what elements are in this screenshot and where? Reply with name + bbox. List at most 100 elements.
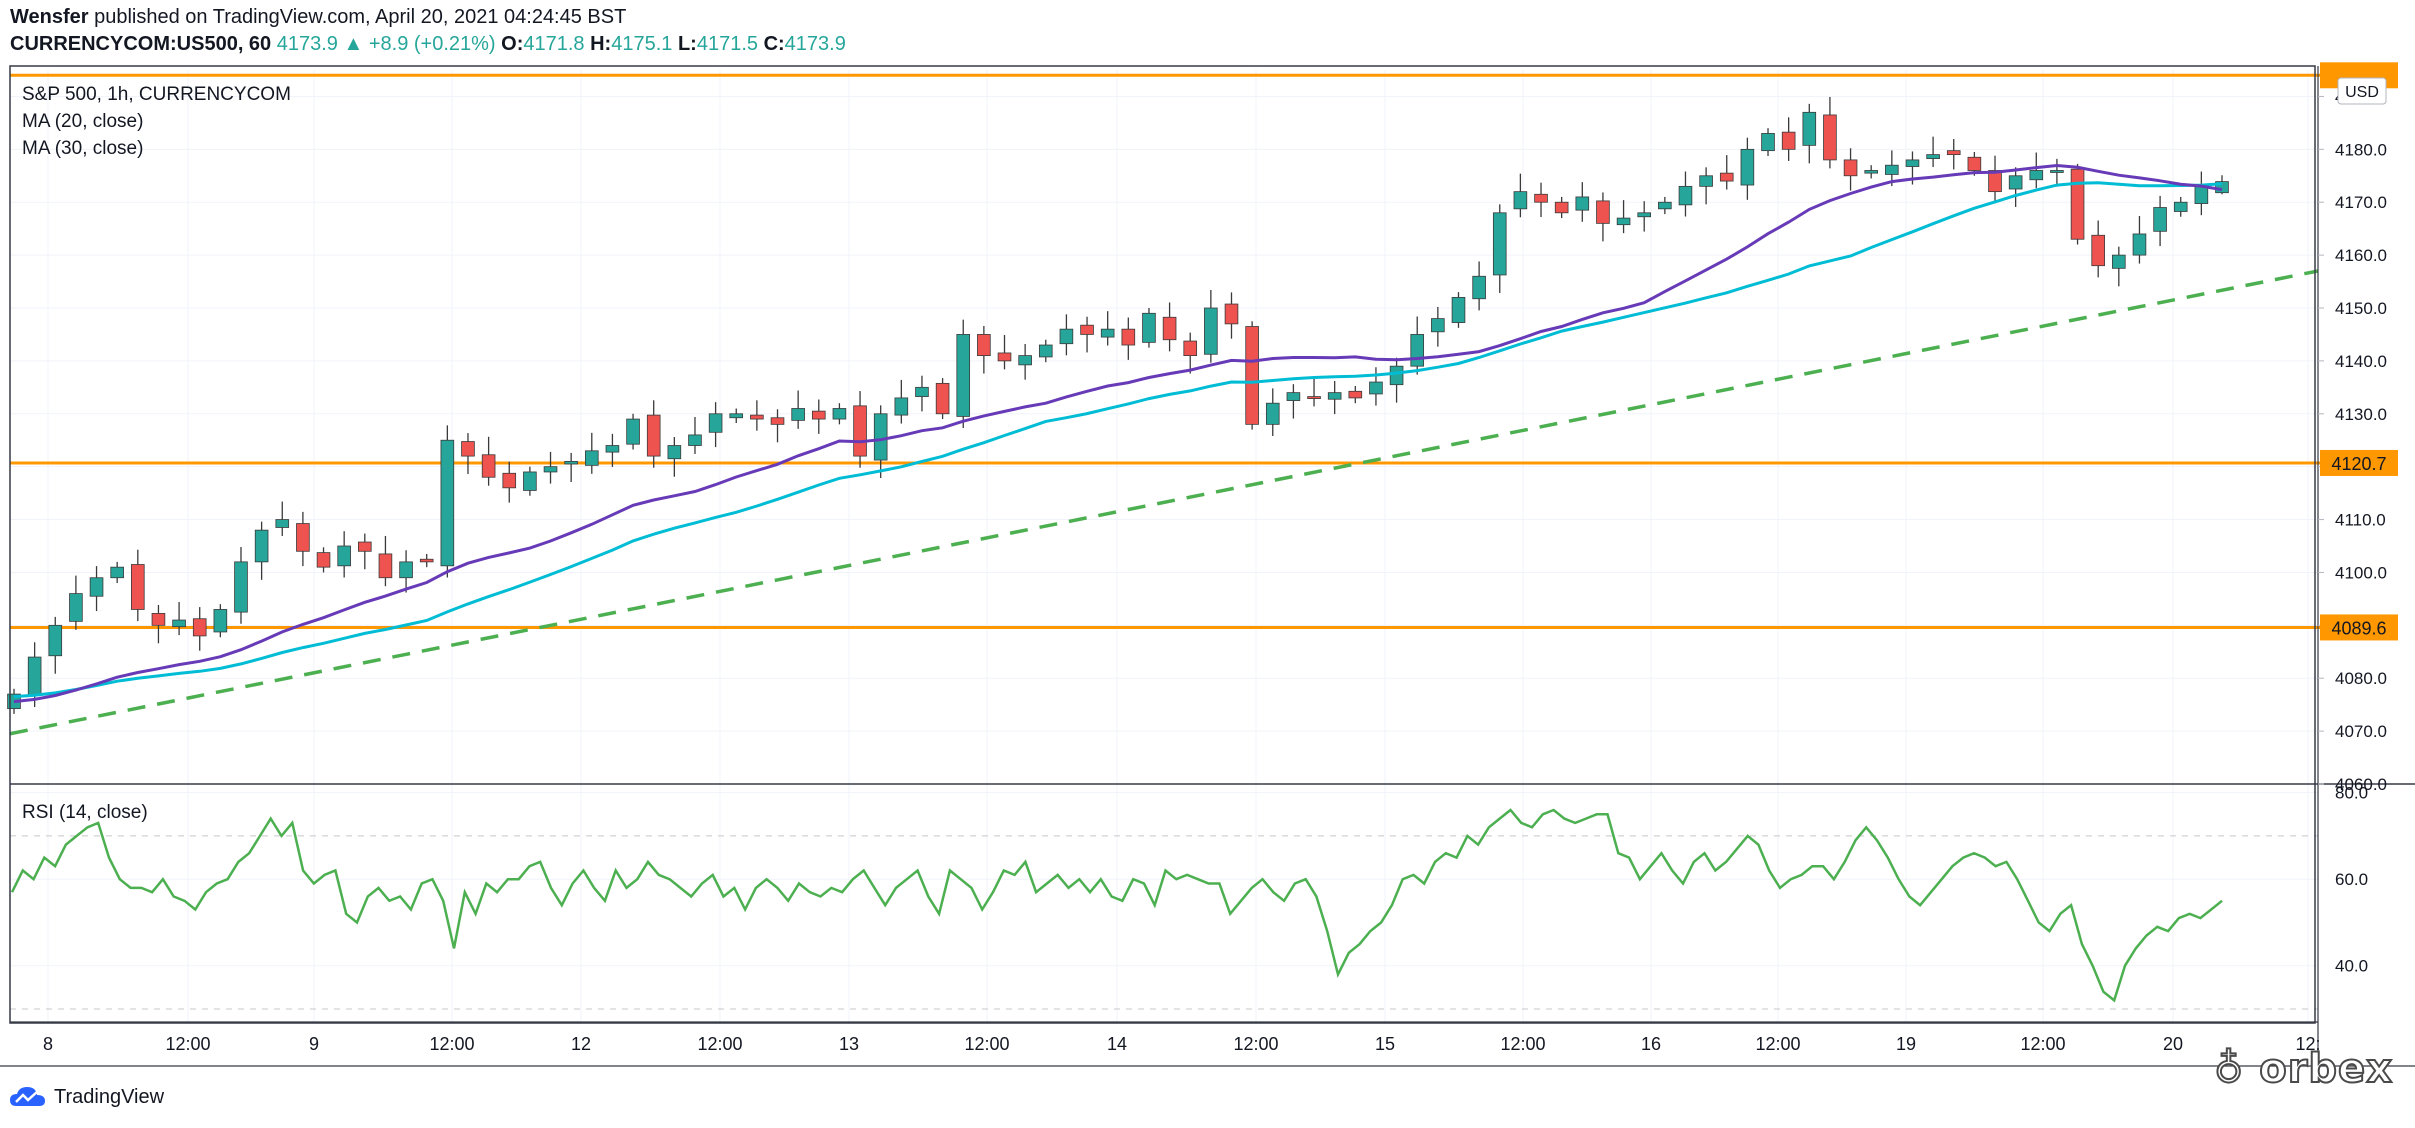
candle-body [2070, 168, 2085, 240]
time-tick-label: 12:00 [1755, 1034, 1800, 1054]
time-tick-label: 12:00 [2020, 1034, 2065, 1054]
time-tick-label: 8 [43, 1034, 53, 1054]
price-tick-label: 4100.0 [2335, 563, 2387, 582]
candle-body [1307, 396, 1321, 399]
author-name[interactable]: Wensfer [10, 6, 89, 28]
candle-body [997, 352, 1012, 362]
watermark-text: orbex [2258, 1045, 2393, 1093]
candle-body [1245, 326, 1259, 425]
moving-averages [13, 163, 2223, 704]
price-tick-label: 4060.0 [2335, 775, 2387, 794]
time-tick-label: 15 [1375, 1034, 1395, 1054]
candle-body [708, 413, 723, 433]
rsi-tick-label: 60.0 [2335, 870, 2368, 889]
currency-badge[interactable] [2337, 77, 2387, 105]
candle-body [1534, 193, 1548, 203]
candle-body [811, 410, 826, 420]
candle-body [1988, 170, 2002, 193]
candle-body [873, 413, 888, 461]
chart-border [9, 65, 2316, 1024]
candle-body [2091, 234, 2105, 267]
up-arrow-icon: ▲ [343, 33, 364, 55]
candle-body [1554, 201, 1569, 214]
axes-labels: 4060.04070.04080.04090.04100.04110.04120… [43, 62, 2398, 1054]
close-value: 4173.9 [784, 33, 846, 55]
candle-body [337, 545, 351, 567]
candle-body [192, 618, 207, 637]
candle-body [399, 561, 413, 579]
candle-body [564, 460, 578, 465]
time-tick-label: 12:00 [165, 1034, 210, 1054]
candle-body [894, 397, 909, 416]
symbol-name: CURRENCYCOM:US500, 60 [10, 33, 272, 55]
candle-body [2008, 175, 2023, 190]
candle-body [1162, 316, 1177, 341]
time-tick-label: 12 [571, 1034, 591, 1054]
candle-body [977, 334, 991, 357]
chart-title: S&P 500, 1h, CURRENCYCOM [22, 84, 291, 105]
tradingview-logo[interactable]: TradingView [8, 1084, 164, 1110]
candle-body [1781, 131, 1796, 150]
candle-body [1059, 328, 1074, 345]
candle-body [1204, 307, 1218, 355]
time-tick-label: 16 [1641, 1034, 1661, 1054]
candle-body [750, 414, 764, 420]
candle-body [1761, 133, 1775, 152]
candle-body [1224, 303, 1239, 325]
tradingview-cloud-icon [10, 1087, 45, 1106]
candle-body [1678, 185, 1693, 206]
candle-body [1080, 324, 1094, 335]
price-level-label: 4120.7 [2331, 454, 2386, 474]
legend-ma20: MA (20, close) [22, 111, 143, 132]
time-tick-label: 14 [1107, 1034, 1127, 1054]
candle-body [1575, 196, 1590, 211]
candle-body [1369, 381, 1383, 395]
time-tick-label: 12:00 [964, 1034, 1009, 1054]
candle-body [440, 439, 455, 567]
price-tick-label: 4070.0 [2335, 722, 2387, 741]
symbol-line: CURRENCYCOM:US500, 60 4173.9 ▲ +8.9 (+0.… [10, 33, 846, 56]
candle-body [131, 564, 145, 610]
candle-body [48, 624, 63, 657]
candle-body [853, 405, 867, 457]
candle-body [1327, 392, 1342, 400]
candle-body [296, 523, 310, 552]
candle-body [1699, 175, 1713, 187]
rsi-tick-label: 40.0 [2335, 957, 2368, 976]
candle-body [27, 656, 42, 696]
high-label: H: [590, 33, 612, 55]
price-tick-label: 4130.0 [2335, 405, 2387, 424]
time-tick-label: 9 [309, 1034, 319, 1054]
candle-body [1658, 201, 1672, 210]
ma30-line [13, 181, 2223, 699]
candle-body [172, 619, 186, 628]
candle-body [419, 558, 434, 563]
time-tick-label: 12:00 [1233, 1034, 1278, 1054]
open-value: 4171.8 [523, 33, 585, 55]
candle-body [461, 441, 475, 457]
candle-body [151, 613, 166, 626]
close-label: C: [763, 33, 785, 55]
candle-body [1018, 355, 1032, 366]
candle-body [791, 408, 805, 421]
time-tick-label: 12:00 [697, 1034, 742, 1054]
high-value: 4175.1 [611, 33, 673, 55]
chart-frame [0, 65, 2415, 1067]
candle-body [2112, 254, 2126, 269]
candle-body [1492, 212, 1507, 276]
publish-line: Wensfer published on TradingView.com, Ap… [10, 6, 626, 29]
candle-body [1183, 340, 1198, 356]
candle-body [2050, 170, 2064, 173]
open-label: O: [501, 33, 524, 55]
price-tick-label: 4110.0 [2335, 511, 2386, 530]
horizontal-levels [10, 73, 2395, 629]
candle-body [2194, 185, 2209, 204]
low-label: L: [677, 33, 697, 55]
legend-rsi: RSI (14, close) [22, 802, 148, 823]
candle-body [646, 414, 661, 457]
price-tick-label: 4080.0 [2335, 669, 2387, 688]
candle-body [89, 577, 104, 597]
candle-body [770, 417, 785, 425]
legend-ma30: MA (30, close) [22, 138, 143, 159]
